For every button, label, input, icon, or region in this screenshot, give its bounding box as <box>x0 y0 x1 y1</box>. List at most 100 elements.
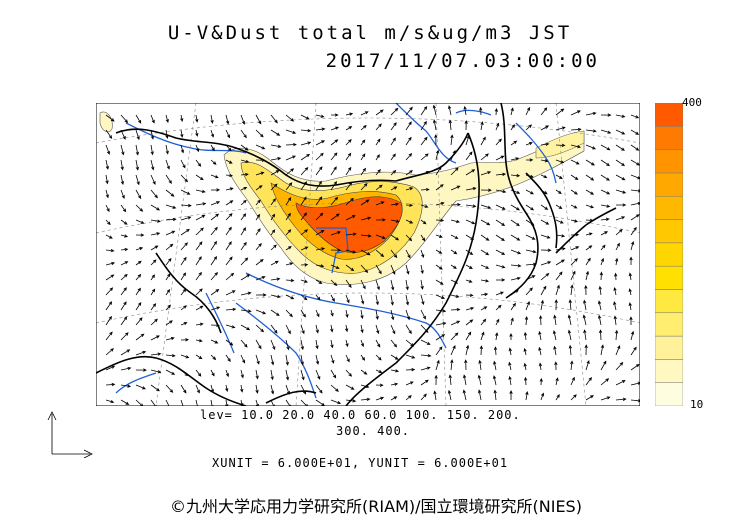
wind-arrow <box>120 219 128 225</box>
wind-arrow <box>195 227 204 236</box>
wind-arrow <box>495 291 504 296</box>
wind-arrow <box>360 397 371 402</box>
wind-arrow <box>315 230 325 236</box>
wind-arrow <box>525 262 537 266</box>
wind-arrow <box>135 114 142 124</box>
wind-arrow <box>120 189 125 200</box>
colorbar-step <box>655 126 683 150</box>
wind-arrow <box>135 301 142 311</box>
wind-arrow <box>480 249 490 256</box>
wind-arrow <box>450 294 460 298</box>
wind-arrow <box>330 231 342 236</box>
wind-arrow <box>300 196 307 206</box>
wind-arrow <box>255 158 266 162</box>
wind-arrow <box>120 159 124 171</box>
wind-arrow <box>615 129 626 135</box>
wind-arrow <box>390 169 397 176</box>
wind-arrow <box>375 201 385 206</box>
wind-arrow <box>375 339 381 348</box>
wind-arrow <box>135 317 143 326</box>
wind-arrow <box>150 274 156 281</box>
wind-arrow <box>285 142 297 147</box>
wind-arrow <box>330 126 340 131</box>
wind-arrow <box>225 114 230 125</box>
wind-arrow <box>495 138 502 146</box>
wind-arrow <box>345 126 353 131</box>
wind-arrow <box>583 299 587 311</box>
wind-arrow <box>240 159 250 164</box>
wind-arrow <box>450 249 458 255</box>
wind-arrow <box>390 354 399 360</box>
wind-arrow <box>600 244 606 251</box>
wind-arrow <box>555 394 560 401</box>
wind-arrow <box>582 314 587 326</box>
wind-arrow <box>165 217 177 222</box>
chart-timestamp: 2017/11/07.03:00:00 <box>325 50 600 72</box>
wind-arrow <box>285 262 294 266</box>
wind-arrow <box>345 294 350 304</box>
wind-arrow <box>585 395 594 401</box>
wind-arrow <box>555 284 560 296</box>
wind-arrow <box>180 399 184 406</box>
wind-arrow <box>315 127 326 131</box>
wind-arrow <box>495 304 502 311</box>
wind-arrow <box>345 399 357 403</box>
wind-arrow <box>405 339 415 347</box>
wind-arrow <box>210 144 215 152</box>
wind-arrow <box>315 152 324 161</box>
wind-arrow <box>180 216 192 221</box>
wind-arrow <box>420 249 425 259</box>
wind-arrow <box>120 399 130 405</box>
wind-arrow <box>523 347 527 356</box>
wind-arrow <box>330 384 339 392</box>
wind-arrow <box>510 189 521 194</box>
wind-arrow <box>180 159 186 169</box>
wind-arrow <box>300 114 310 120</box>
wind-arrow <box>150 259 157 266</box>
wind-arrow <box>195 256 202 266</box>
wind-arrow <box>330 181 337 191</box>
wind-arrow <box>480 153 489 161</box>
wind-arrow <box>584 284 588 296</box>
wind-arrow <box>615 257 619 266</box>
colorbar-step <box>655 195 683 220</box>
wind-arrow <box>360 339 365 348</box>
wind-arrow <box>629 316 633 326</box>
wind-arrow <box>465 151 473 161</box>
wind-arrow <box>270 114 278 124</box>
wind-arrow <box>523 331 528 341</box>
wind-arrow <box>390 339 398 348</box>
wind-arrow <box>630 159 640 166</box>
wind-arrow <box>165 114 169 123</box>
wind-arrow <box>630 174 640 180</box>
wind-arrow <box>285 294 295 300</box>
wind-arrow <box>464 120 468 131</box>
wind-arrow <box>225 384 229 393</box>
wind-arrow <box>450 219 460 224</box>
wind-arrow <box>597 314 602 326</box>
wind-arrow <box>180 114 184 122</box>
wind-arrow <box>450 345 456 356</box>
wind-arrow <box>615 345 621 356</box>
wind-arrow <box>553 345 557 356</box>
wind-arrow <box>420 353 432 358</box>
wind-arrow <box>285 324 291 335</box>
wind-arrow <box>105 129 113 139</box>
wind-arrow <box>495 332 499 341</box>
wind-arrow <box>585 111 597 116</box>
wind-arrow <box>270 384 275 395</box>
wind-arrow <box>255 339 262 350</box>
wind-arrow <box>540 273 550 281</box>
wind-arrow <box>375 324 380 335</box>
wind-arrow <box>420 393 427 401</box>
wind-arrow <box>180 144 185 154</box>
wind-arrow <box>330 213 340 221</box>
wind-arrow <box>345 232 357 236</box>
wind-arrow <box>538 330 542 341</box>
wind-arrow <box>345 264 355 272</box>
wind-arrow <box>450 359 454 371</box>
wind-arrow <box>165 159 170 170</box>
wind-arrow <box>614 329 619 341</box>
wind-arrow <box>105 348 114 356</box>
wind-arrow <box>525 391 529 401</box>
